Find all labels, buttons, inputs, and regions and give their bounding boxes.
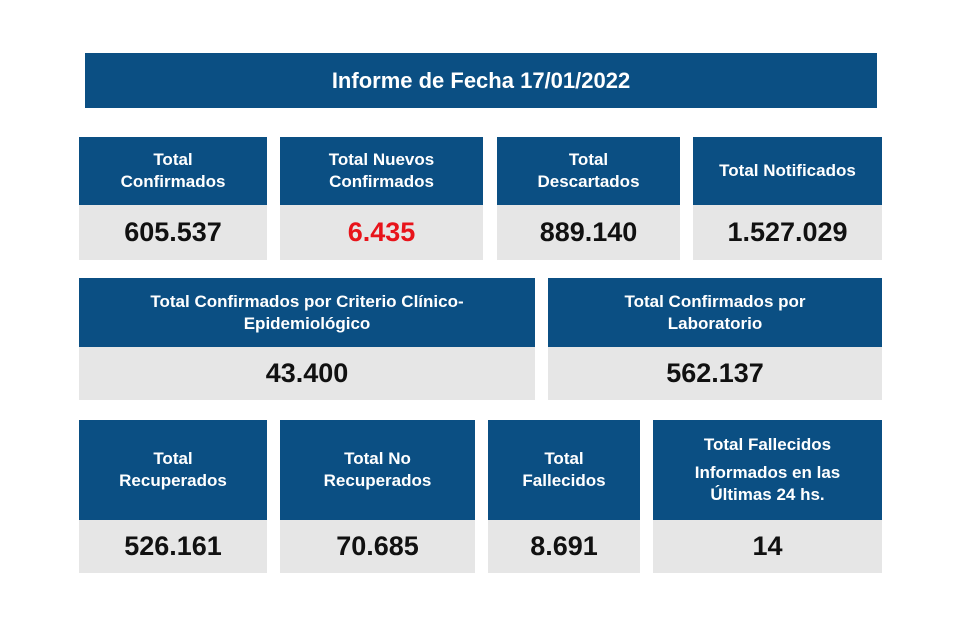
label-line: Total [568,150,609,169]
label-line: Descartados [537,172,640,191]
stat-card: Total Recuperados 526.161 [79,420,267,573]
label-line: Confirmados [329,172,434,191]
card-label: Total No Recuperados [280,420,475,520]
card-value: 14 [653,520,882,573]
label-line: Total Confirmados por Criterio Clínico- [150,291,464,311]
stat-card: Total Confirmados por Laboratorio 562.137 [548,278,882,400]
card-label: Total Fallecidos Informados en las Últimas… [653,420,882,520]
stat-card: Total Nuevos Confirmados 6.435 [280,137,483,260]
stat-card: Total Confirmados por Criterio Clínico- E… [79,278,535,400]
card-value: 526.161 [79,520,267,573]
label-line: Total No [344,449,411,468]
label-line: Laboratorio [667,313,763,333]
label-line: Total Nuevos [328,150,435,169]
label-line: Últimas 24 hs. [710,485,825,504]
label-line: Fallecidos [522,471,606,490]
report-title: Informe de Fecha 17/01/2022 [85,53,877,108]
card-value: 889.140 [497,205,680,260]
card-value: 8.691 [488,520,640,573]
stat-card: Total Notificados 1.527.029 [693,137,882,260]
card-value: 562.137 [548,347,882,400]
card-value: 605.537 [79,205,267,260]
stat-card: Total Confirmados 605.537 [79,137,267,260]
label-line: Total [544,449,584,468]
card-label: Total Nuevos Confirmados [280,137,483,205]
label-line: Total Notificados [719,161,856,180]
card-label: Total Confirmados [79,137,267,205]
card-label: Total Notificados [693,137,882,205]
stat-card: Total No Recuperados 70.685 [280,420,475,573]
card-label: Total Fallecidos [488,420,640,520]
card-label: Total Confirmados por Criterio Clínico- E… [79,278,535,347]
label-line: Total Confirmados por [624,291,806,311]
label-line: Epidemiológico [243,313,371,333]
stat-card: Total Fallecidos 8.691 [488,420,640,573]
label-line: Total [153,449,193,468]
card-value: 43.400 [79,347,535,400]
label-line: Recuperados [323,471,432,490]
label-line: Total Fallecidos [703,435,832,454]
stat-card: Total Fallecidos Informados en las Últimas… [653,420,882,573]
label-line: Confirmados [120,172,226,191]
card-value: 6.435 [280,205,483,260]
card-label: Total Confirmados por Laboratorio [548,278,882,347]
card-value: 1.527.029 [693,205,882,260]
card-value: 70.685 [280,520,475,573]
label-line: Total [153,150,193,169]
label-line: Informados en las [694,463,841,482]
card-label: Total Descartados [497,137,680,205]
stat-card: Total Descartados 889.140 [497,137,680,260]
card-label: Total Recuperados [79,420,267,520]
label-line: Recuperados [119,471,227,490]
